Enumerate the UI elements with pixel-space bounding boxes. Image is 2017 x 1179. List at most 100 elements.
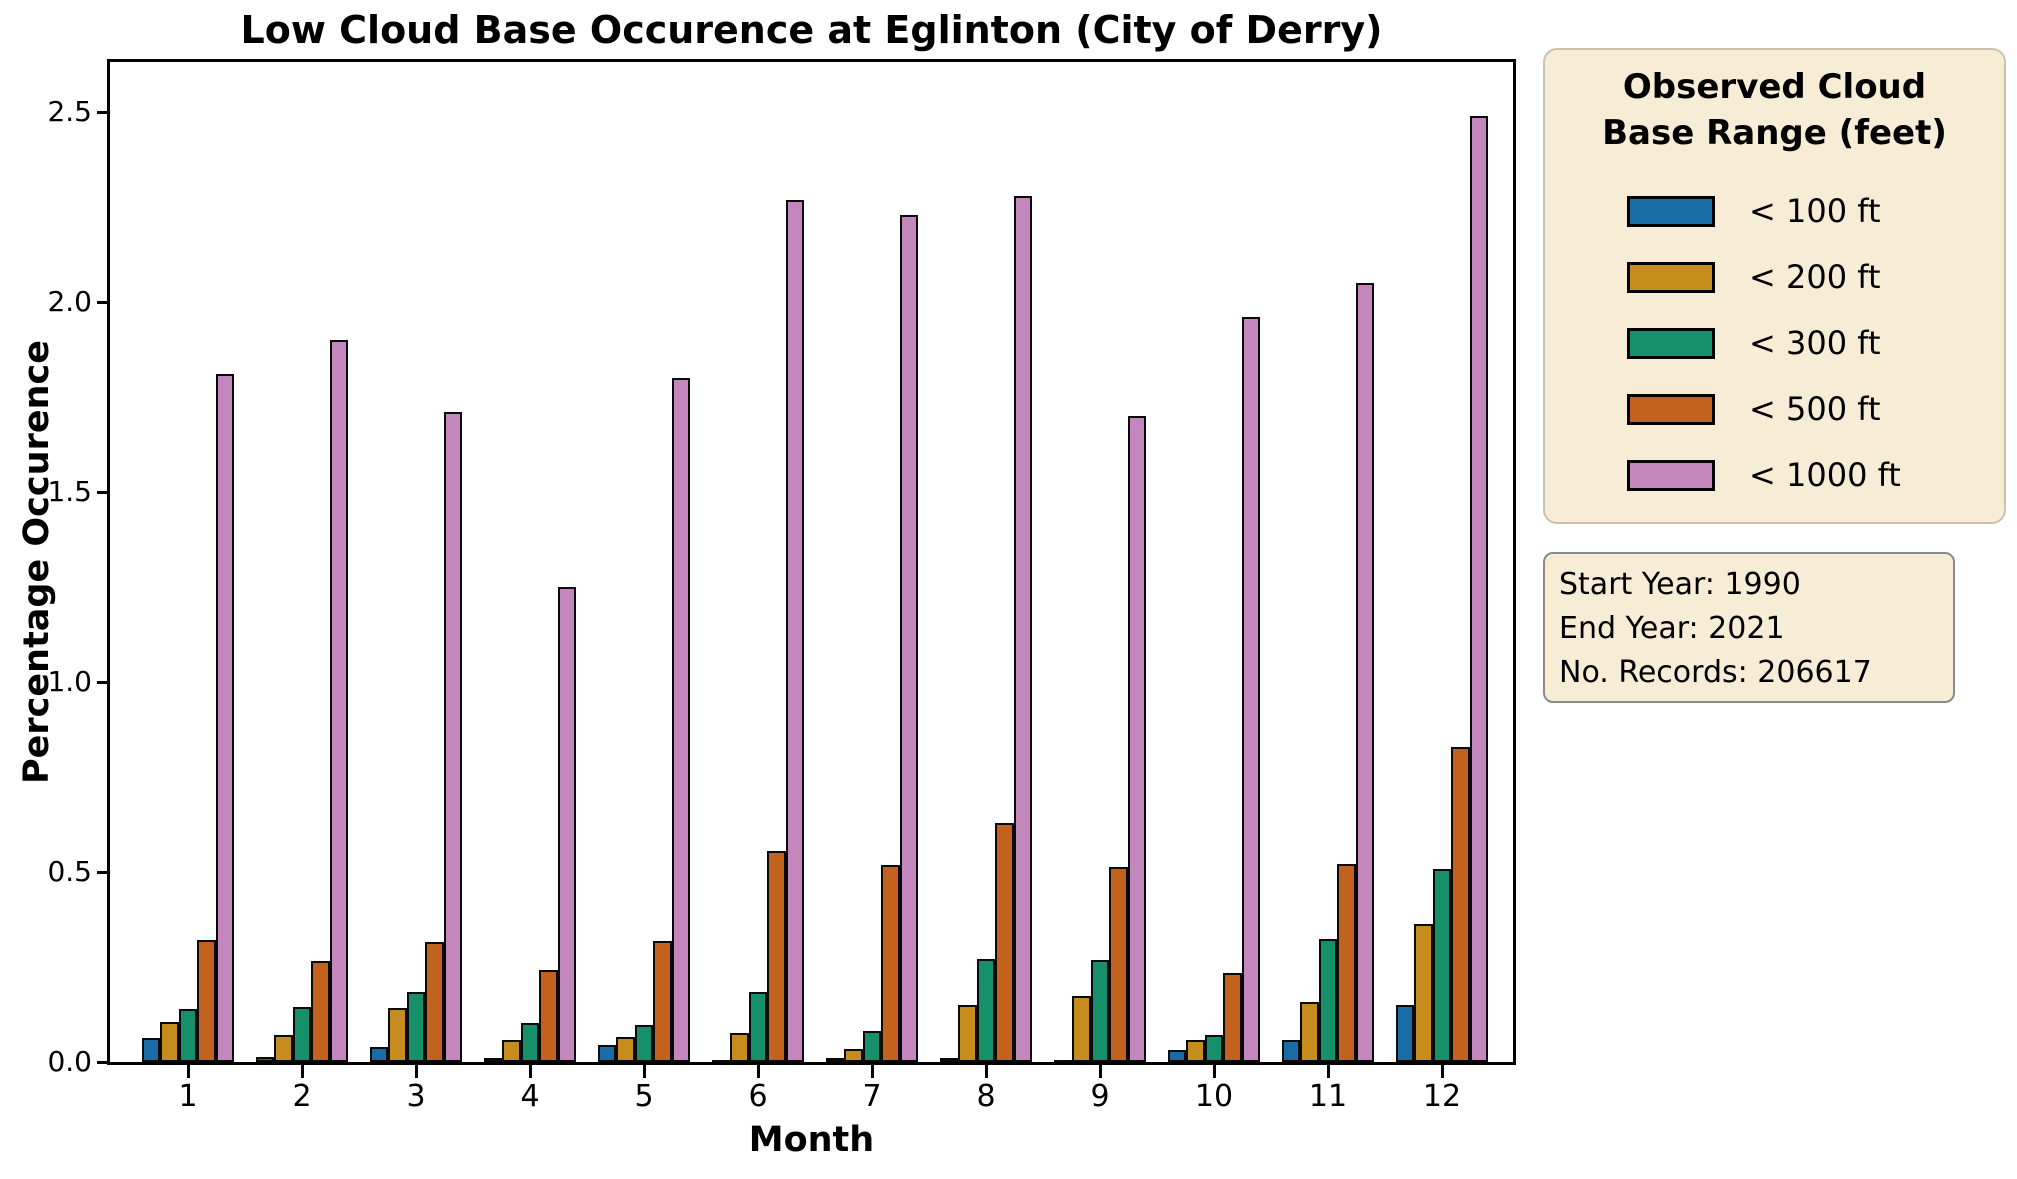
bar-month9-1000ft	[1127, 416, 1147, 1062]
bar-month4-300ft	[520, 1023, 540, 1062]
x-tick-label-6: 6	[748, 1079, 768, 1114]
legend-title-line2: Base Range (feet)	[1602, 113, 1947, 153]
x-tick-mark-4	[528, 1065, 532, 1078]
x-tick-label-11: 11	[1308, 1079, 1348, 1114]
x-tick-label-7: 7	[862, 1079, 882, 1114]
bar-month5-300ft	[634, 1025, 654, 1062]
bar-month4-500ft	[539, 970, 558, 1062]
x-tick-mark-12	[1440, 1065, 1444, 1078]
legend-swatch-icon	[1627, 195, 1715, 227]
x-tick-label-8: 8	[976, 1079, 996, 1114]
x-tick-mark-9	[1098, 1065, 1102, 1078]
bar-month7-100ft	[825, 1058, 845, 1062]
x-tick-label-3: 3	[406, 1079, 426, 1114]
bar-month8-100ft	[939, 1058, 959, 1062]
x-tick-mark-6	[756, 1065, 760, 1078]
bar-month1-500ft	[197, 940, 216, 1062]
x-tick-mark-1	[186, 1065, 190, 1078]
bar-month6-1000ft	[785, 200, 805, 1062]
legend-title: Observed Cloud Base Range (feet)	[1545, 64, 2004, 156]
bar-month12-1000ft	[1469, 116, 1489, 1062]
bar-month8-500ft	[995, 823, 1014, 1062]
legend-swatch-icon	[1627, 393, 1715, 425]
y-tick-label-2.5: 2.5	[47, 95, 92, 129]
bar-month7-1000ft	[899, 215, 919, 1062]
legend-item-200ft: < 200 ft	[1545, 257, 2004, 297]
x-tick-mark-7	[870, 1065, 874, 1078]
x-tick-label-5: 5	[634, 1079, 654, 1114]
bar-month5-200ft	[616, 1037, 635, 1062]
chart-title: Low Cloud Base Occurence at Eglinton (Ci…	[240, 8, 1383, 52]
bar-month10-500ft	[1223, 973, 1242, 1062]
bar-month8-200ft	[958, 1005, 977, 1062]
x-tick-label-10: 10	[1194, 1079, 1234, 1114]
x-tick-label-1: 1	[178, 1079, 198, 1114]
bar-month3-500ft	[425, 942, 444, 1062]
bar-month6-300ft	[748, 992, 768, 1062]
bar-month9-500ft	[1109, 867, 1128, 1062]
bar-month12-500ft	[1451, 747, 1470, 1062]
bar-month4-200ft	[502, 1040, 521, 1062]
y-tick-mark-2.5	[97, 110, 110, 114]
legend: Observed Cloud Base Range (feet) < 100 f…	[1543, 48, 2006, 524]
bar-month1-200ft	[160, 1022, 179, 1062]
x-tick-mark-5	[642, 1065, 646, 1078]
x-tick-mark-11	[1326, 1065, 1330, 1078]
bar-month1-1000ft	[215, 374, 235, 1062]
x-tick-mark-2	[300, 1065, 304, 1078]
y-tick-label-0.0: 0.0	[47, 1045, 92, 1078]
bar-month2-300ft	[292, 1007, 312, 1062]
bar-month1-300ft	[178, 1009, 198, 1062]
legend-label: < 200 ft	[1749, 258, 1881, 296]
bar-month3-300ft	[406, 992, 426, 1062]
x-axis-title: Month	[748, 1120, 875, 1160]
legend-swatch-icon	[1627, 459, 1715, 491]
x-tick-mark-10	[1212, 1065, 1216, 1078]
y-tick-mark-0.5	[97, 870, 110, 874]
bar-month4-100ft	[483, 1058, 503, 1062]
legend-label: < 100 ft	[1749, 192, 1881, 230]
bar-month9-200ft	[1072, 996, 1091, 1062]
bar-month11-1000ft	[1355, 283, 1375, 1062]
legend-label: < 300 ft	[1749, 324, 1881, 362]
bar-month6-500ft	[767, 851, 786, 1062]
y-tick-mark-1.0	[97, 680, 110, 684]
y-tick-label-1.0: 1.0	[47, 665, 92, 699]
legend-swatch-icon	[1627, 327, 1715, 359]
bar-month8-300ft	[976, 959, 996, 1062]
info-line-1: Start Year: 1990	[1559, 567, 1801, 602]
bar-month5-1000ft	[671, 378, 691, 1062]
bar-month10-200ft	[1186, 1040, 1205, 1062]
bar-month7-300ft	[862, 1031, 882, 1062]
bar-month10-300ft	[1204, 1035, 1224, 1062]
x-tick-mark-8	[984, 1065, 988, 1078]
bar-month5-500ft	[653, 941, 672, 1062]
bar-month2-200ft	[274, 1035, 293, 1062]
bar-month11-200ft	[1300, 1002, 1319, 1062]
legend-swatch-icon	[1627, 261, 1715, 293]
bar-month3-1000ft	[443, 412, 463, 1062]
bar-month12-100ft	[1395, 1005, 1415, 1062]
bar-month4-1000ft	[557, 587, 577, 1062]
legend-item-300ft: < 300 ft	[1545, 323, 2004, 363]
plot-area	[107, 59, 1516, 1065]
bar-month1-100ft	[141, 1038, 161, 1062]
bar-month11-100ft	[1281, 1040, 1301, 1062]
bar-month2-1000ft	[329, 340, 349, 1062]
bar-month12-300ft	[1432, 869, 1452, 1062]
bar-month6-200ft	[730, 1033, 749, 1062]
bar-month2-500ft	[311, 961, 330, 1062]
bar-month12-200ft	[1414, 924, 1433, 1062]
y-tick-mark-1.5	[97, 490, 110, 494]
bar-month3-200ft	[388, 1008, 407, 1062]
bar-month8-1000ft	[1013, 196, 1033, 1062]
x-tick-label-9: 9	[1090, 1079, 1110, 1114]
x-tick-label-2: 2	[292, 1079, 312, 1114]
y-tick-label-2.0: 2.0	[47, 285, 92, 319]
legend-title-line1: Observed Cloud	[1622, 67, 1927, 107]
bar-month10-1000ft	[1241, 317, 1261, 1062]
legend-label: < 1000 ft	[1749, 456, 1901, 494]
bar-month6-100ft	[711, 1060, 731, 1062]
bars-layer	[110, 62, 1513, 1062]
